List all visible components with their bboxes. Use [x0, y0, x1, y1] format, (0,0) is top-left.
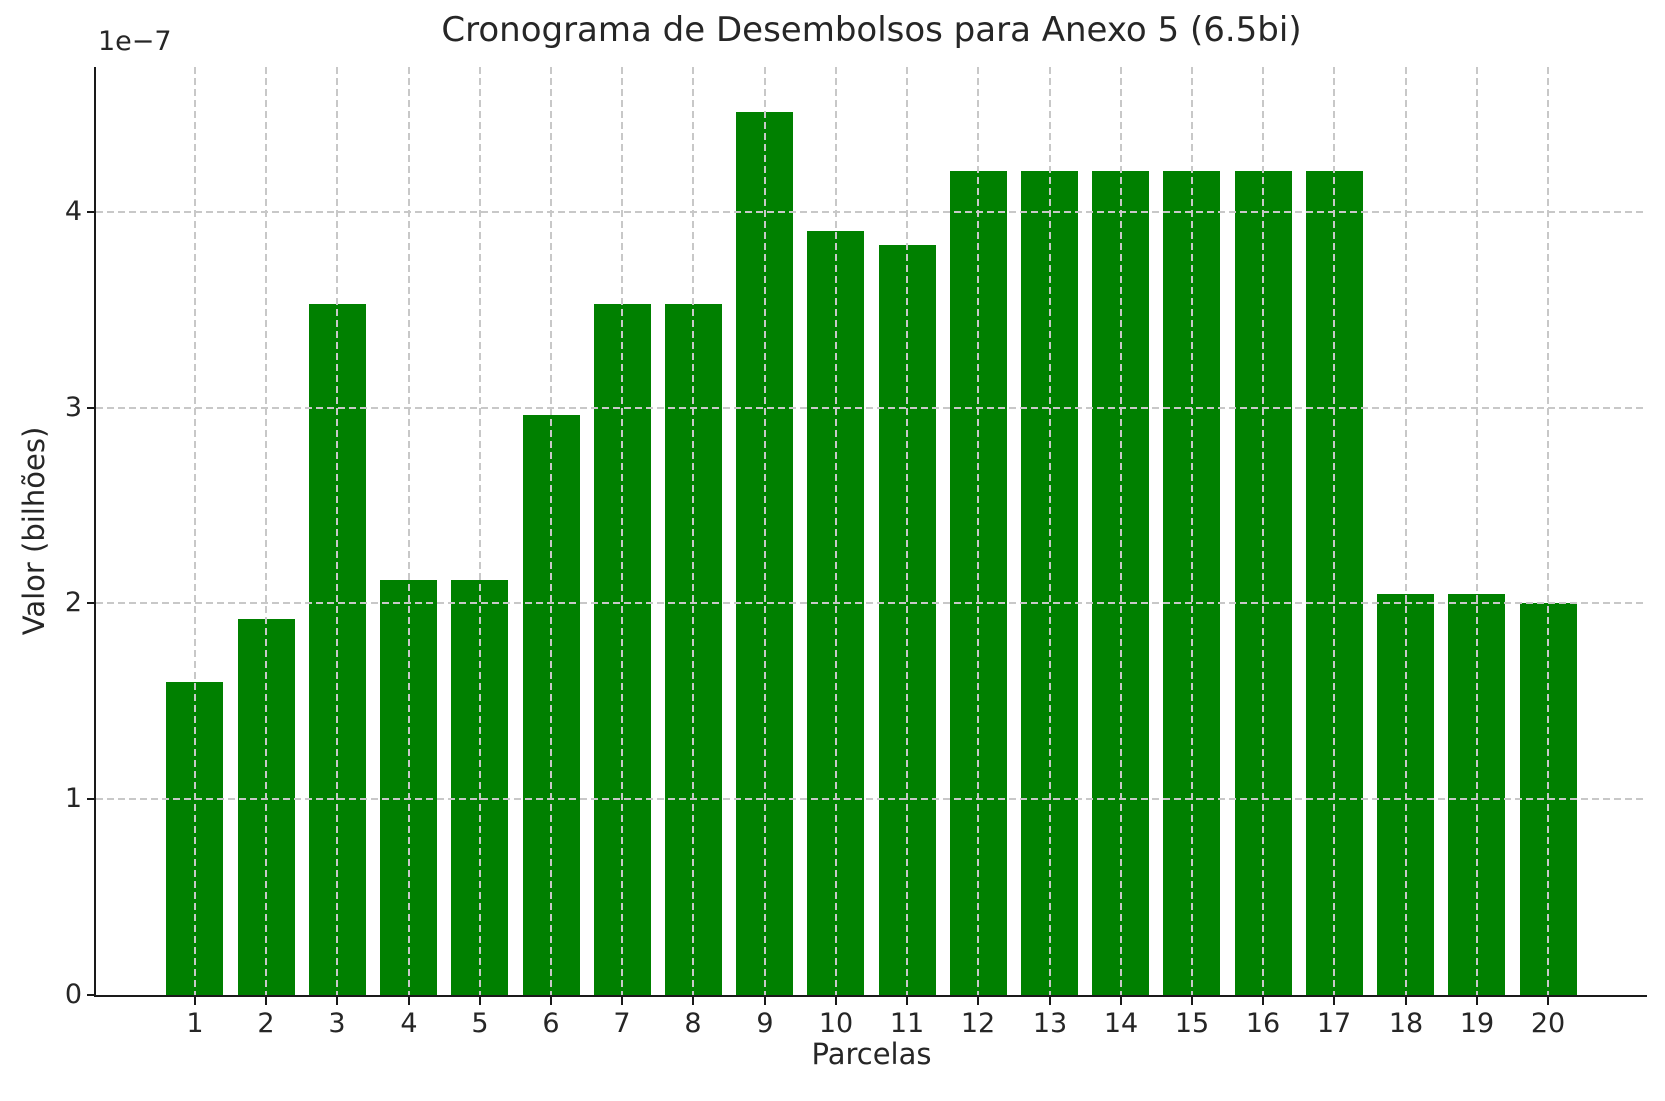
gridline-y-4: [96, 211, 1647, 213]
x-tick-18: [1405, 997, 1407, 1005]
y-tick-4: [87, 211, 95, 213]
x-tick-label-4: 4: [400, 1008, 418, 1039]
gridline-x-9: [764, 67, 766, 995]
x-tick-label-5: 5: [471, 1008, 489, 1039]
x-tick-12: [977, 997, 979, 1005]
y-axis-offset-label: 1e−7: [98, 26, 172, 57]
gridline-x-18: [1405, 67, 1407, 995]
gridline-x-15: [1191, 67, 1193, 995]
y-tick-label-3: 3: [64, 392, 82, 423]
x-tick-label-15: 15: [1174, 1008, 1210, 1039]
x-tick-label-19: 19: [1459, 1008, 1495, 1039]
plot-area: [96, 67, 1647, 995]
y-tick-1: [87, 798, 95, 800]
x-tick-label-17: 17: [1316, 1008, 1352, 1039]
x-tick-label-9: 9: [756, 1008, 774, 1039]
gridline-x-13: [1049, 67, 1051, 995]
x-tick-label-10: 10: [818, 1008, 854, 1039]
gridline-x-2: [265, 67, 267, 995]
x-tick-4: [408, 997, 410, 1005]
x-tick-2: [265, 997, 267, 1005]
x-tick-label-7: 7: [613, 1008, 631, 1039]
gridline-x-3: [336, 67, 338, 995]
x-tick-15: [1191, 997, 1193, 1005]
x-tick-label-13: 13: [1032, 1008, 1068, 1039]
x-tick-3: [336, 997, 338, 1005]
x-tick-label-2: 2: [257, 1008, 275, 1039]
x-tick-7: [621, 997, 623, 1005]
x-tick-label-1: 1: [186, 1008, 204, 1039]
x-axis-spine: [94, 995, 1647, 997]
x-tick-label-3: 3: [328, 1008, 346, 1039]
gridline-x-6: [550, 67, 552, 995]
gridline-x-17: [1333, 67, 1335, 995]
gridline-x-4: [408, 67, 410, 995]
gridline-x-1: [194, 67, 196, 995]
x-tick-label-12: 12: [960, 1008, 996, 1039]
gridline-x-14: [1120, 67, 1122, 995]
x-tick-11: [906, 997, 908, 1005]
y-tick-3: [87, 407, 95, 409]
x-tick-20: [1547, 997, 1549, 1005]
x-tick-19: [1476, 997, 1478, 1005]
gridline-y-1: [96, 798, 1647, 800]
x-tick-label-14: 14: [1103, 1008, 1139, 1039]
gridline-x-20: [1547, 67, 1549, 995]
gridline-x-5: [479, 67, 481, 995]
x-tick-13: [1049, 997, 1051, 1005]
x-tick-9: [764, 997, 766, 1005]
x-tick-label-16: 16: [1245, 1008, 1281, 1039]
gridline-x-11: [906, 67, 908, 995]
gridline-x-7: [621, 67, 623, 995]
x-tick-14: [1120, 997, 1122, 1005]
x-tick-5: [479, 997, 481, 1005]
y-tick-label-1: 1: [64, 783, 82, 814]
y-tick-0: [87, 994, 95, 996]
gridline-y-2: [96, 602, 1647, 604]
x-tick-label-6: 6: [542, 1008, 560, 1039]
x-tick-1: [194, 997, 196, 1005]
gridline-x-19: [1476, 67, 1478, 995]
x-axis-label: Parcelas: [811, 1037, 932, 1071]
y-tick-label-2: 2: [64, 587, 82, 618]
gridline-x-12: [977, 67, 979, 995]
gridline-y-3: [96, 407, 1647, 409]
x-tick-8: [692, 997, 694, 1005]
chart-title: Cronograma de Desembolsos para Anexo 5 (…: [441, 10, 1302, 50]
x-tick-label-20: 20: [1530, 1008, 1566, 1039]
gridline-x-8: [692, 67, 694, 995]
gridline-x-16: [1262, 67, 1264, 995]
x-tick-10: [835, 997, 837, 1005]
y-tick-label-4: 4: [64, 196, 82, 227]
x-tick-17: [1333, 997, 1335, 1005]
x-tick-label-11: 11: [889, 1008, 925, 1039]
x-tick-label-18: 18: [1388, 1008, 1424, 1039]
y-axis-spine: [94, 67, 96, 997]
x-tick-6: [550, 997, 552, 1005]
x-tick-16: [1262, 997, 1264, 1005]
gridline-x-10: [835, 67, 837, 995]
y-tick-label-0: 0: [64, 979, 82, 1010]
x-tick-label-8: 8: [684, 1008, 702, 1039]
y-tick-2: [87, 602, 95, 604]
